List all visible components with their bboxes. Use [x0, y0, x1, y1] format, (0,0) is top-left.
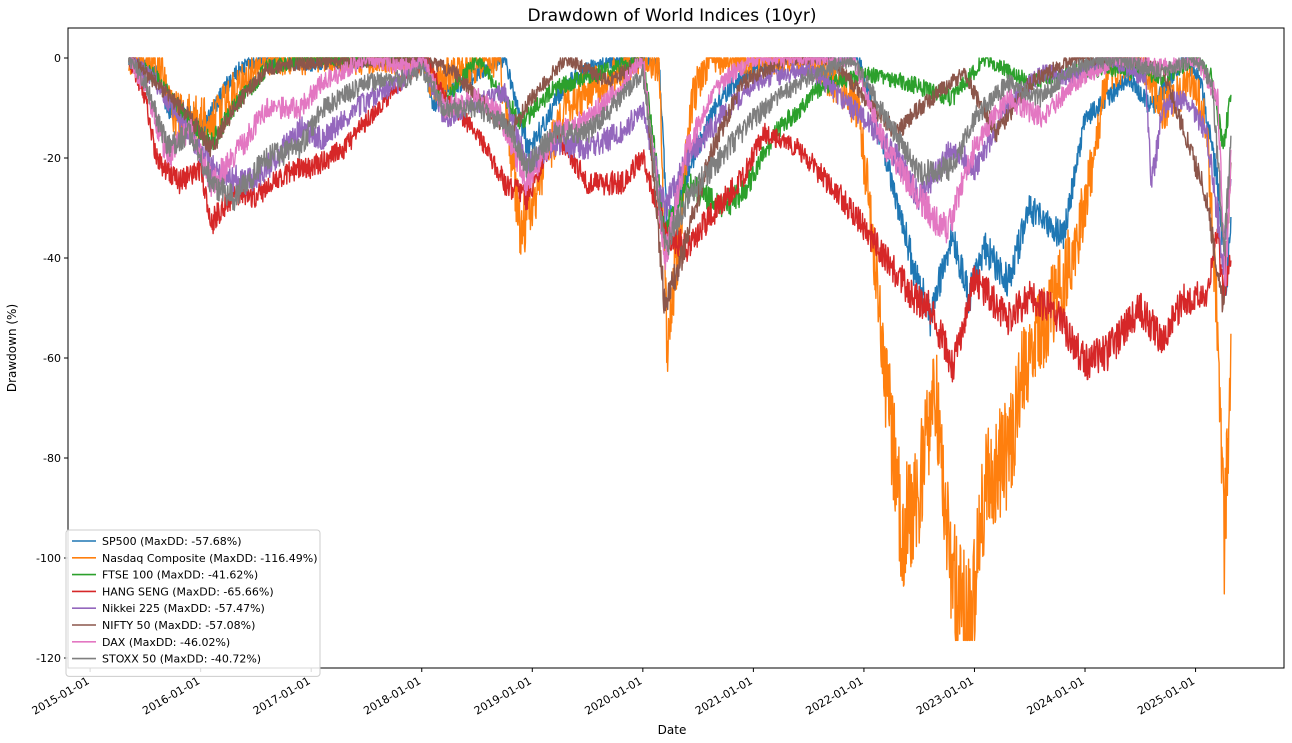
legend-entry: NIFTY 50 (MaxDD: -57.08%): [102, 619, 255, 632]
legend-entry: HANG SENG (MaxDD: -65.66%): [102, 585, 274, 598]
y-tick-label: -40: [43, 252, 61, 265]
y-tick-label: 0: [54, 52, 61, 65]
plot-frame: [67, 27, 1285, 669]
series-line-stoxx-50: [128, 57, 1232, 257]
series-line-nifty-50: [128, 57, 1232, 314]
chart-title: Drawdown of World Indices (10yr): [528, 6, 817, 26]
legend: SP500 (MaxDD: -57.68%) Nasdaq Composite (…: [65, 529, 321, 677]
y-tick-label: -60: [43, 352, 61, 365]
series-line-dax: [128, 57, 1232, 287]
y-tick-label: -20: [43, 152, 61, 165]
legend-entry: Nasdaq Composite (MaxDD: -116.49%): [102, 552, 317, 565]
x-axis-label: Date: [658, 723, 687, 737]
legend-box: [65, 529, 321, 677]
legend-entry: DAX (MaxDD: -46.02%): [102, 636, 230, 649]
legend-entry: FTSE 100 (MaxDD: -41.62%): [102, 569, 258, 582]
series-line-hang-seng: [128, 57, 1232, 383]
legend-entry: SP500 (MaxDD: -57.68%): [102, 535, 242, 548]
series-layer: [128, 57, 1232, 642]
y-axis-label: Drawdown (%): [5, 304, 19, 392]
y-tick-label: -80: [43, 452, 61, 465]
legend-entry: Nikkei 225 (MaxDD: -57.47%): [102, 602, 265, 615]
legend-entry: STOXX 50 (MaxDD: -40.72%): [102, 653, 261, 666]
y-tick-label: -100: [36, 552, 61, 565]
y-axis: 0 -20 -40 -60 -80 -100 -120: [36, 52, 68, 665]
y-tick-label: -120: [36, 652, 61, 665]
